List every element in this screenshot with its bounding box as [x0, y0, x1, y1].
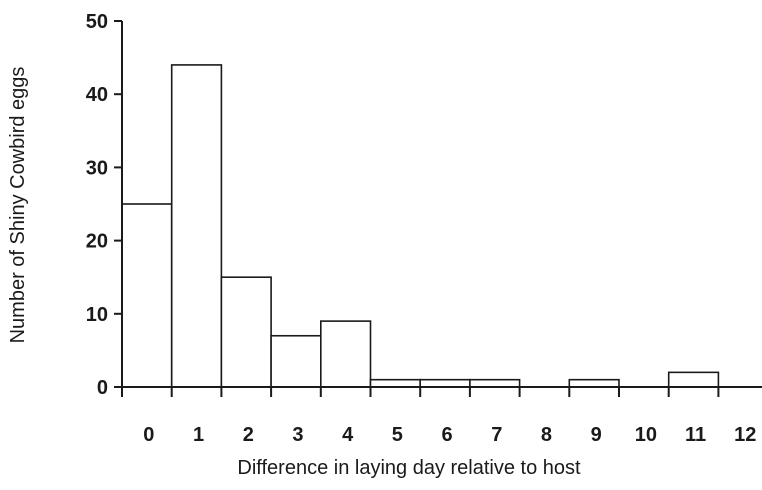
x-tick-label-0: 0 — [143, 424, 154, 446]
bar-11 — [667, 371, 720, 388]
x-tick-label-4: 4 — [342, 424, 354, 446]
x-tick-label-8: 8 — [541, 424, 552, 446]
x-tick-label-9: 9 — [591, 424, 602, 446]
y-tick-label-10: 10 — [86, 304, 108, 326]
bar-3 — [270, 334, 322, 388]
y-tick-label-0: 0 — [97, 377, 108, 399]
x-tick-label-10: 10 — [635, 424, 657, 446]
y-axis-title: Number of Shiny Cowbird eggs — [7, 67, 29, 344]
y-tick-label-30: 30 — [86, 157, 108, 179]
axes-group — [114, 20, 762, 397]
y-tick-label-20: 20 — [86, 231, 108, 253]
x-tick-label-1: 1 — [193, 424, 204, 446]
bar-1 — [170, 64, 223, 388]
y-tick-labels: 0 10 20 30 40 50 — [86, 11, 108, 399]
x-tick-label-7: 7 — [491, 424, 502, 446]
x-tick-labels: 0 1 2 3 4 5 6 7 8 9 10 11 12 — [143, 424, 756, 446]
x-axis-title: Difference in laying day relative to hos… — [237, 457, 581, 479]
bar-0 — [121, 203, 173, 388]
y-tick-label-40: 40 — [86, 84, 108, 106]
x-tick-label-11: 11 — [685, 424, 706, 446]
y-tick-label-50: 50 — [86, 11, 108, 33]
bar-9 — [568, 378, 620, 388]
x-tick-label-2: 2 — [243, 424, 254, 446]
bar-4 — [319, 320, 372, 388]
x-tick-label-5: 5 — [392, 424, 403, 446]
bar-group — [121, 64, 720, 388]
x-tick-label-6: 6 — [441, 424, 452, 446]
x-tick-label-12: 12 — [734, 424, 756, 446]
bar-7 — [469, 378, 521, 388]
bar-6 — [419, 378, 471, 388]
bar-5 — [369, 378, 422, 388]
x-tick-label-3: 3 — [292, 424, 303, 446]
bar-2 — [220, 276, 272, 388]
